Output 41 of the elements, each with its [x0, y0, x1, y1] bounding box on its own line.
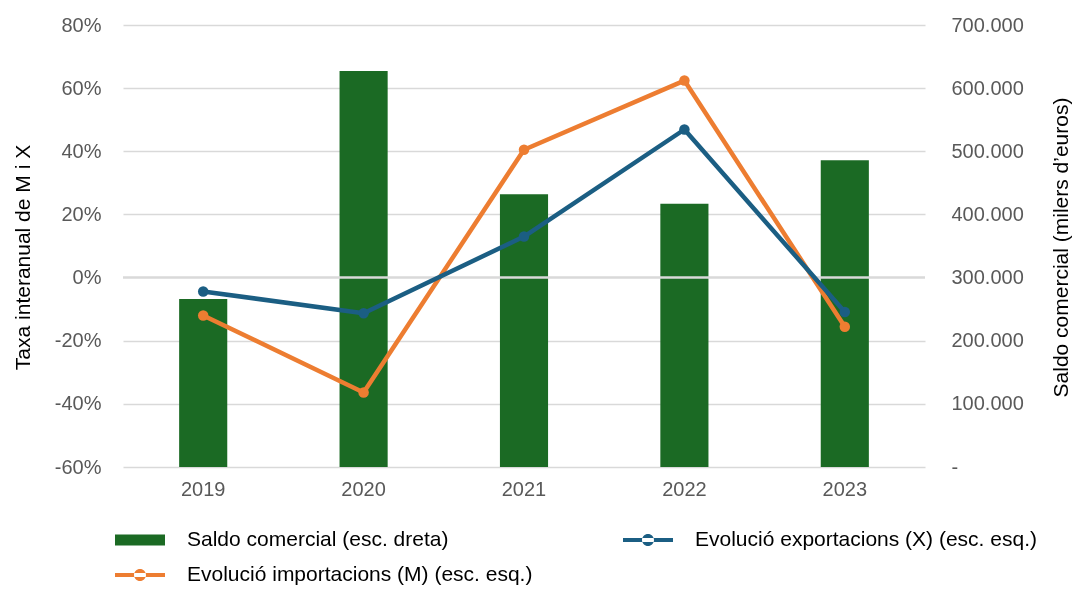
point — [197, 286, 209, 297]
y-tick-label: 40% — [61, 139, 102, 162]
point — [518, 144, 530, 155]
x-tick-label: 2022 — [662, 477, 707, 500]
y-tick-label: -20% — [54, 329, 102, 352]
point — [197, 310, 209, 321]
y2-axis-title: Saldo comercial (milers d’euros) — [1048, 97, 1072, 398]
bar — [660, 203, 709, 467]
point — [839, 306, 851, 318]
point — [839, 321, 851, 333]
point — [358, 387, 369, 398]
y-tick-label: 20% — [61, 202, 102, 225]
y2-tick-label: - — [951, 455, 959, 478]
legend-label: Saldo comercial (esc. dreta) — [187, 527, 449, 550]
y2-tick-label: 600.000 — [951, 76, 1024, 99]
y-tick-label: -40% — [54, 392, 102, 415]
y-tick-label: 80% — [61, 13, 102, 36]
x-tick-label: 2020 — [341, 477, 386, 500]
point — [679, 75, 690, 86]
point — [679, 124, 690, 135]
y-tick-label: 0% — [72, 266, 102, 289]
y2-tick-label: 300.000 — [951, 266, 1024, 289]
x-tick-label: 2021 — [501, 477, 547, 500]
bar — [179, 299, 228, 467]
bar — [339, 71, 388, 467]
legend-label: Evolució exportacions (X) (esc. esq.) — [695, 527, 1037, 550]
point — [518, 231, 530, 242]
y2-tick-label: 100.000 — [951, 392, 1024, 415]
y2-tick-label: 200.000 — [951, 329, 1024, 352]
y2-tick-label: 500.000 — [951, 139, 1024, 162]
y-tick-label: 60% — [61, 76, 102, 99]
bar — [820, 160, 869, 467]
point — [358, 308, 369, 319]
y-axis-title: Taxa interanual de M i X — [10, 144, 34, 371]
y-tick-label: -60% — [54, 455, 102, 478]
bar — [499, 194, 549, 467]
y2-tick-label: 700.000 — [951, 13, 1024, 36]
x-tick-label: 2023 — [822, 477, 868, 500]
y2-tick-label: 400.000 — [951, 202, 1024, 225]
x-tick-label: 2019 — [180, 477, 226, 500]
legend-label: Evolució importacions (M) (esc. esq.) — [187, 562, 533, 585]
